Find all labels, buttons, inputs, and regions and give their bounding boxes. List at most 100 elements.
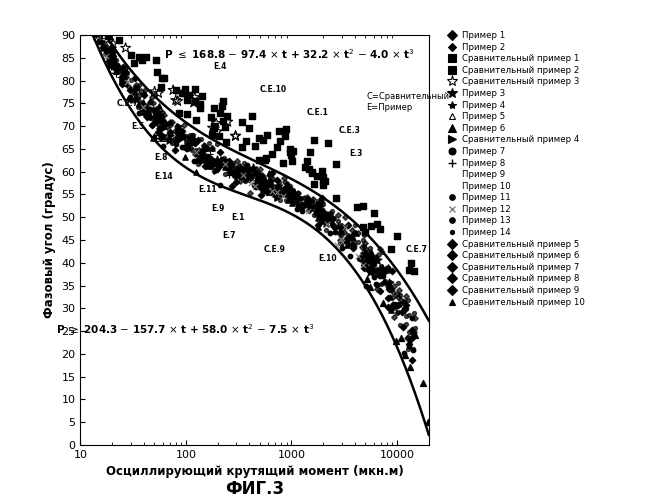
Text: C.E.3: C.E.3 bbox=[338, 126, 360, 135]
Point bbox=[340, 222, 350, 230]
Point bbox=[313, 222, 324, 230]
Point bbox=[346, 234, 356, 241]
Point bbox=[168, 135, 179, 143]
Point bbox=[117, 72, 127, 80]
Point bbox=[202, 152, 212, 160]
Point bbox=[317, 180, 328, 188]
Point bbox=[255, 173, 266, 181]
Point bbox=[88, 27, 98, 35]
Point bbox=[113, 62, 124, 70]
Point bbox=[316, 215, 326, 223]
Point bbox=[80, 4, 90, 12]
Point bbox=[280, 132, 291, 140]
Point bbox=[292, 204, 303, 212]
Point bbox=[140, 52, 151, 60]
Point bbox=[408, 333, 419, 341]
Point bbox=[261, 154, 271, 162]
Point bbox=[218, 96, 228, 104]
Point bbox=[222, 166, 233, 173]
Point bbox=[94, 36, 105, 44]
Point bbox=[310, 200, 321, 208]
Point bbox=[318, 200, 328, 207]
Point bbox=[329, 223, 340, 231]
Point bbox=[100, 44, 111, 52]
Point bbox=[147, 106, 158, 114]
Point bbox=[129, 90, 139, 98]
Point bbox=[293, 189, 304, 197]
Point bbox=[90, 20, 100, 28]
Point bbox=[297, 207, 308, 215]
Point bbox=[313, 204, 324, 212]
Point bbox=[172, 134, 182, 141]
Point bbox=[287, 197, 298, 205]
Point bbox=[319, 212, 330, 220]
Point bbox=[84, 8, 94, 16]
Point bbox=[185, 131, 196, 139]
Point bbox=[377, 248, 387, 256]
Point bbox=[322, 217, 332, 225]
Point bbox=[218, 156, 228, 164]
Point bbox=[281, 188, 291, 196]
Point bbox=[312, 172, 322, 180]
Point bbox=[252, 174, 263, 182]
Point bbox=[200, 152, 210, 160]
Point bbox=[319, 213, 330, 221]
Point bbox=[76, 0, 87, 4]
Point bbox=[259, 180, 270, 188]
Point bbox=[373, 268, 383, 276]
Point bbox=[226, 161, 237, 169]
Point bbox=[373, 270, 384, 278]
Point bbox=[193, 146, 204, 154]
Point bbox=[369, 274, 379, 281]
Point bbox=[234, 162, 245, 170]
Point bbox=[223, 162, 234, 170]
Point bbox=[90, 26, 101, 34]
Point bbox=[211, 160, 222, 168]
Point bbox=[317, 194, 328, 202]
Point bbox=[336, 222, 346, 230]
Point bbox=[366, 248, 377, 256]
Text: C.E.9: C.E.9 bbox=[264, 244, 286, 254]
Point bbox=[145, 106, 156, 114]
Point bbox=[250, 172, 261, 180]
Point bbox=[369, 268, 379, 276]
Point bbox=[280, 186, 291, 194]
Point bbox=[121, 68, 131, 76]
Point bbox=[102, 42, 113, 50]
Point bbox=[246, 112, 257, 120]
Point bbox=[257, 182, 268, 190]
Point bbox=[86, 18, 97, 26]
Point bbox=[358, 258, 369, 266]
Point bbox=[362, 274, 373, 282]
Point bbox=[188, 99, 199, 107]
Point bbox=[280, 188, 291, 196]
Point bbox=[160, 120, 171, 128]
Point bbox=[310, 202, 321, 210]
Text: C.E.7: C.E.7 bbox=[117, 99, 139, 108]
Point bbox=[207, 124, 218, 132]
Point bbox=[105, 62, 116, 70]
Point bbox=[180, 85, 190, 93]
Point bbox=[147, 93, 157, 101]
Point bbox=[322, 210, 332, 218]
Point bbox=[136, 106, 147, 114]
Point bbox=[283, 188, 294, 196]
Point bbox=[190, 97, 201, 105]
Point bbox=[336, 235, 347, 243]
Point bbox=[357, 261, 368, 269]
Point bbox=[410, 330, 421, 338]
Point bbox=[351, 229, 362, 237]
Point bbox=[198, 146, 208, 154]
Point bbox=[256, 172, 267, 179]
Text: E.4: E.4 bbox=[213, 62, 226, 72]
Point bbox=[239, 163, 250, 171]
Point bbox=[265, 188, 276, 196]
Point bbox=[157, 116, 168, 124]
Point bbox=[224, 168, 235, 176]
Point bbox=[325, 209, 336, 217]
Point bbox=[274, 136, 285, 144]
Point bbox=[224, 156, 234, 164]
Point bbox=[261, 178, 272, 186]
Point bbox=[155, 130, 165, 138]
Point bbox=[144, 98, 155, 106]
